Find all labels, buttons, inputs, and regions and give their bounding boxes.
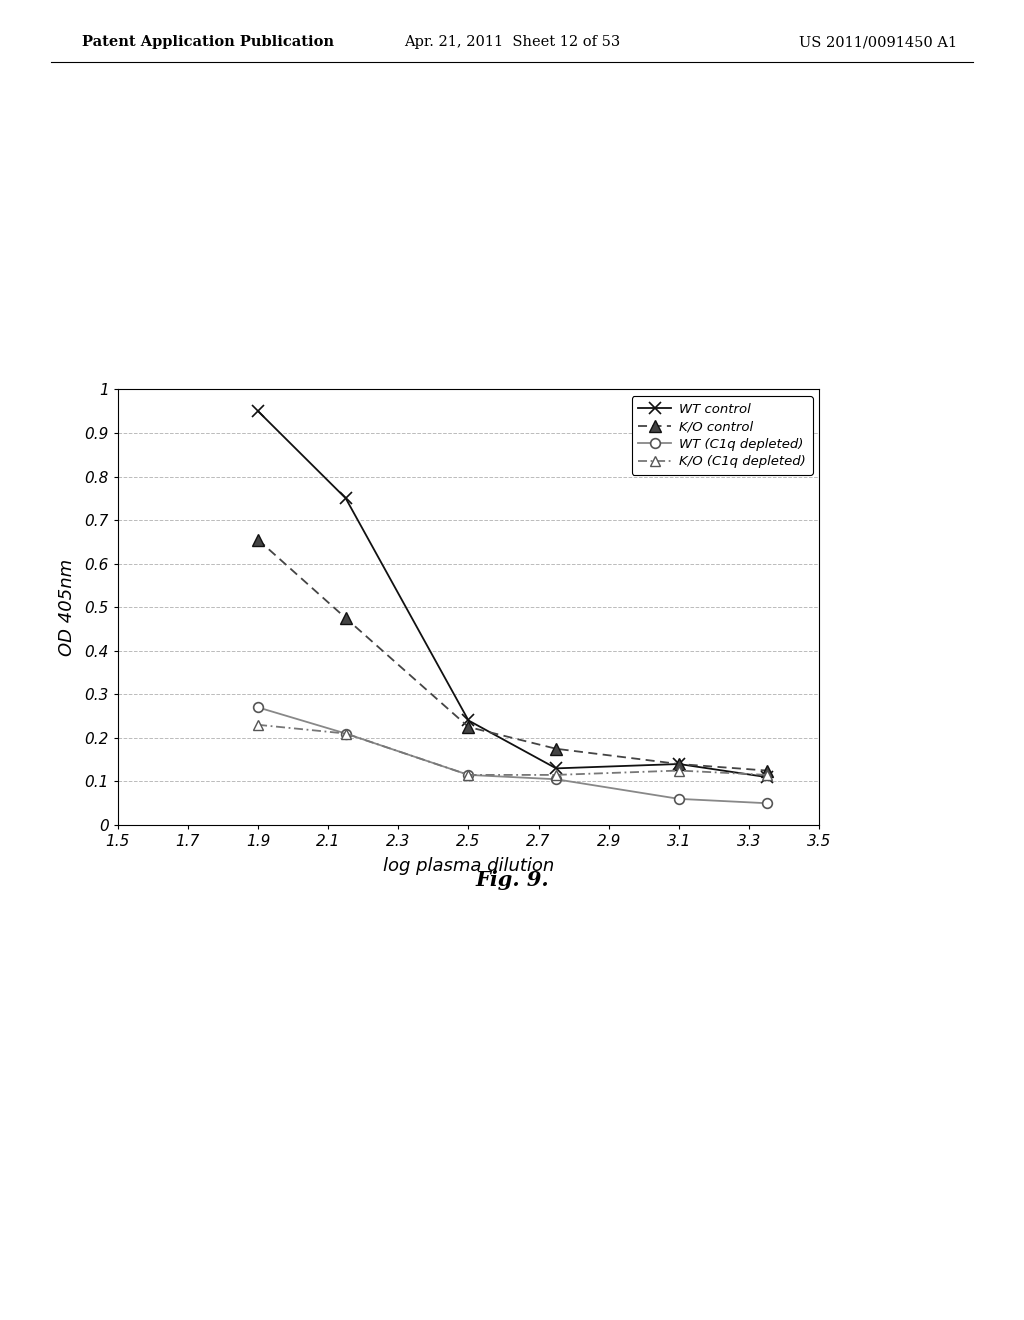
Text: Apr. 21, 2011  Sheet 12 of 53: Apr. 21, 2011 Sheet 12 of 53 [403,36,621,49]
Line: WT control: WT control [253,405,772,783]
K/O control [550,741,562,756]
K/O (C1q depleted) [673,763,685,779]
WT (C1q depleted) [252,700,264,715]
Text: US 2011/0091450 A1: US 2011/0091450 A1 [800,36,957,49]
WT control [252,403,264,418]
WT (C1q depleted) [673,791,685,807]
WT (C1q depleted) [463,767,475,783]
WT (C1q depleted) [761,795,773,810]
Legend: WT control, K/O control, WT (C1q depleted), K/O (C1q depleted): WT control, K/O control, WT (C1q deplete… [632,396,813,475]
WT (C1q depleted) [550,771,562,787]
K/O control [463,719,475,735]
K/O control [761,763,773,779]
K/O (C1q depleted) [340,726,352,742]
WT (C1q depleted) [340,726,352,742]
K/O (C1q depleted) [252,717,264,733]
K/O control [673,756,685,772]
X-axis label: log plasma dilution: log plasma dilution [383,858,554,875]
WT control [761,770,773,785]
K/O control [252,532,264,548]
Line: K/O control: K/O control [253,535,772,776]
K/O (C1q depleted) [463,767,475,783]
K/O (C1q depleted) [550,767,562,783]
K/O (C1q depleted) [761,767,773,783]
Line: K/O (C1q depleted): K/O (C1q depleted) [253,719,771,780]
Text: Fig. 9.: Fig. 9. [475,870,549,890]
K/O control [340,610,352,626]
WT control [550,760,562,776]
WT control [340,490,352,506]
WT control [673,756,685,772]
Line: WT (C1q depleted): WT (C1q depleted) [253,702,771,808]
Y-axis label: OD 405nm: OD 405nm [58,558,76,656]
WT control [463,713,475,729]
Text: Patent Application Publication: Patent Application Publication [82,36,334,49]
